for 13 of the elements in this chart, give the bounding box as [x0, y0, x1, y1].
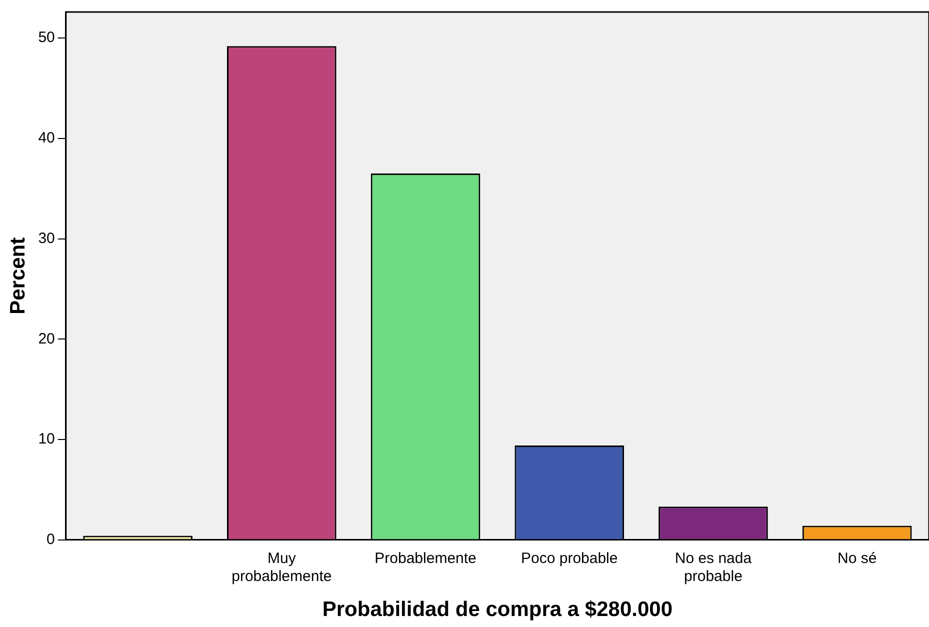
y-tick-label: 30 [38, 230, 55, 247]
y-axis-title: Percent [6, 237, 30, 314]
x-tick-label: No es nada probable [674, 550, 752, 585]
x-tick-label: Muy probablemente [232, 550, 332, 585]
y-tick-label: 20 [38, 330, 55, 348]
x-axis-title: Probabilidad de compra a $280.000 [322, 598, 673, 622]
y-tick-label: 0 [46, 530, 55, 548]
x-tick-label: Poco probable [520, 550, 618, 567]
y-tick-label: 10 [38, 430, 55, 448]
y-tick-label: 40 [38, 130, 55, 147]
x-tick-label: Probablemente [374, 550, 476, 567]
y-tick-label: 50 [38, 29, 55, 46]
x-tick-label: No sé [837, 550, 877, 567]
